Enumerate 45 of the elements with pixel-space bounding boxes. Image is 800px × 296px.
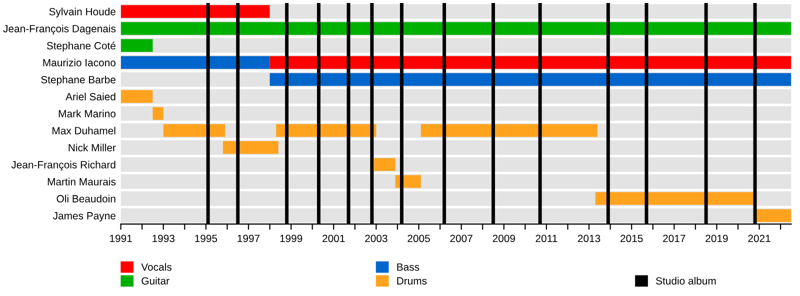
legend-label: Vocals bbox=[141, 263, 172, 271]
x-tick-label: 1993 bbox=[152, 234, 174, 242]
y-tick-label: Mark Marino bbox=[58, 110, 116, 118]
bar bbox=[420, 124, 598, 137]
x-tick-label: 2003 bbox=[365, 234, 388, 242]
x-tick-label: 2015 bbox=[620, 234, 643, 242]
y-tick-label: Jean-François Richard bbox=[11, 160, 116, 171]
y-tick-label: Maurizio Iacono bbox=[43, 58, 116, 66]
legend-label: Studio album bbox=[656, 276, 716, 285]
bar bbox=[222, 141, 278, 154]
x-tick-label: 1991 bbox=[110, 234, 132, 242]
x-tick-label: 2005 bbox=[408, 234, 430, 242]
y-tick-label: Oli Beaudoin bbox=[56, 194, 116, 202]
y-tick-label: Stephane Barbe bbox=[41, 76, 116, 86]
x-tick-label: 1999 bbox=[280, 234, 302, 242]
bar bbox=[374, 158, 396, 171]
y-tick-label: Jean-François Dagenais bbox=[3, 24, 116, 34]
y-tick-label: Nick Miller bbox=[68, 144, 116, 152]
bar bbox=[163, 124, 226, 137]
bar bbox=[120, 39, 153, 52]
y-tick-label: Martin Maurais bbox=[48, 178, 116, 186]
x-tick-label: 2019 bbox=[706, 234, 728, 242]
bar bbox=[120, 90, 153, 103]
x-tick-label: 2001 bbox=[322, 234, 345, 242]
x-tick-label: 2021 bbox=[748, 234, 770, 242]
legend-label: Drums bbox=[397, 277, 427, 285]
x-tick-label: 2009 bbox=[492, 234, 515, 242]
bar bbox=[120, 5, 270, 18]
bar bbox=[755, 209, 792, 222]
x-tick-label: 1997 bbox=[238, 234, 260, 242]
bar bbox=[595, 192, 756, 205]
legend-label: Bass bbox=[397, 263, 420, 271]
x-tick-label: 1995 bbox=[195, 234, 218, 242]
legend-label: Guitar bbox=[142, 276, 170, 285]
bar bbox=[120, 56, 270, 69]
x-tick-label: 2013 bbox=[578, 234, 600, 242]
y-tick-label: Ariel Saied bbox=[66, 92, 116, 100]
y-tick-label: Stephane Coté bbox=[46, 42, 116, 52]
x-tick-label: 2017 bbox=[663, 234, 686, 242]
y-tick-label: Sylvain Houde bbox=[49, 8, 116, 18]
bar bbox=[152, 107, 164, 120]
y-tick-label: Max Duhamel bbox=[52, 126, 116, 134]
x-tick-label: 2011 bbox=[536, 234, 558, 242]
y-tick-label: James Payne bbox=[52, 212, 116, 222]
x-tick-label: 2007 bbox=[450, 234, 472, 242]
